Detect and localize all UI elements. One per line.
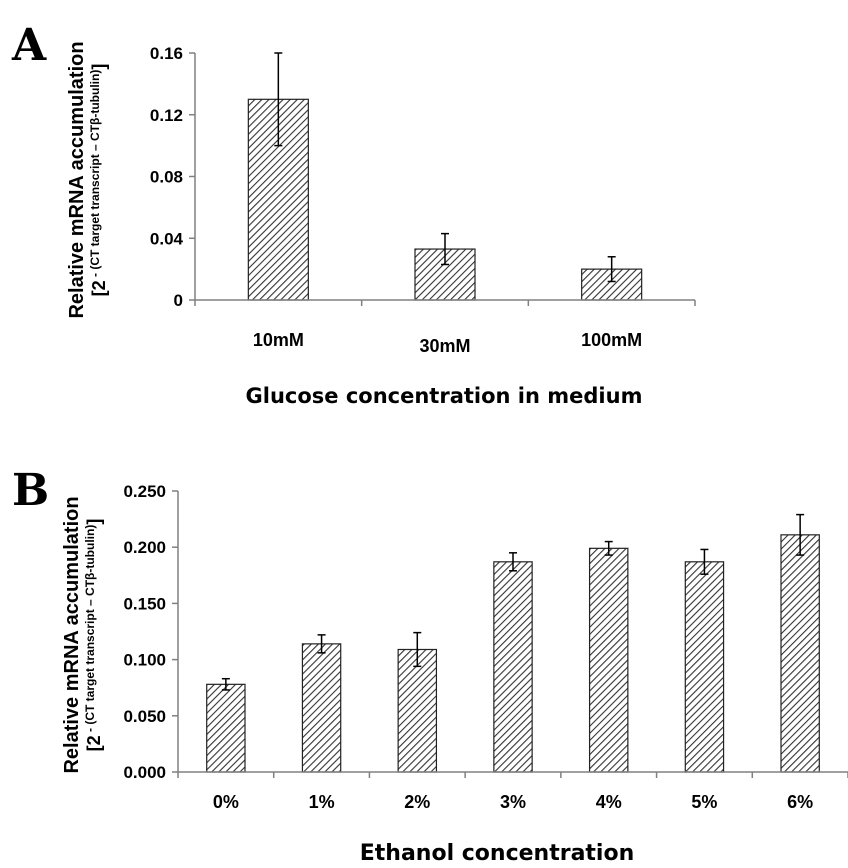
b-bar-2% — [397, 648, 438, 773]
panel-a-y-axis-label: Relative mRNA accumulation — [66, 41, 88, 318]
a-y-tick-label: 0.04 — [150, 229, 184, 248]
panel-b: B 0.000 0.050 0.100 0.150 0.200 0.250 0% 1% 2% 3… — [12, 465, 848, 866]
b-error-bar-0% — [221, 677, 230, 691]
b-error-bar-1% — [317, 634, 326, 654]
panel-b-letter: B — [12, 465, 49, 516]
b-error-bar-2% — [413, 631, 422, 668]
b-category-label: 2% — [404, 792, 430, 812]
a-y-tick-label: 0.12 — [150, 106, 183, 125]
b-category-label: 0% — [213, 792, 239, 812]
b-y-tick-label: 0.050 — [123, 707, 166, 726]
b-category-label: 4% — [596, 792, 622, 812]
a-category-label: 100mM — [581, 330, 642, 350]
b-error-bar-5% — [700, 548, 709, 575]
panel-a-y-axis-sublabel: [2 - (CT target transcript – CTβ-tubulin… — [88, 64, 109, 297]
panel-b-y-axis-sublabel: [2 - (CT target transcript – CTβ-tubulin… — [83, 519, 104, 752]
panel-b-y-axis-label: Relative mRNA accumulation — [61, 496, 83, 773]
b-y-tick-label: 0.150 — [123, 594, 166, 613]
b-y-tick-label: 0.100 — [123, 651, 166, 670]
a-category-label: 30mM — [419, 336, 470, 356]
panel-a-x-axis-label: Glucose concentration in medium — [246, 384, 643, 408]
panel-a-letter: A — [11, 20, 47, 71]
b-bar-3% — [493, 561, 533, 773]
a-y-tick-label: 0.16 — [150, 44, 183, 63]
b-bar-0% — [206, 683, 246, 773]
b-error-bar-6% — [796, 513, 805, 556]
b-category-label: 5% — [691, 792, 717, 812]
a-error-bar-30mM — [441, 232, 449, 266]
a-category-label: 10mM — [253, 330, 304, 350]
b-bar-4% — [588, 547, 629, 773]
b-bar-5% — [684, 561, 725, 773]
panel-a: A 0 0.04 0.08 0.12 0.16 10mM 30mM 100mM Glucos… — [11, 20, 696, 408]
b-category-label: 3% — [500, 792, 526, 812]
b-bar-6% — [780, 534, 820, 773]
b-bar-1% — [301, 643, 342, 773]
panel-b-x-axis-label: Ethanol concentration — [360, 841, 635, 866]
a-error-bar-10mM — [274, 52, 283, 147]
a-error-bar-100mM — [607, 256, 616, 283]
b-y-tick-label: 0.200 — [123, 538, 166, 557]
b-category-label: 1% — [309, 792, 335, 812]
b-category-label: 6% — [787, 792, 813, 812]
b-y-tick-label: 0.250 — [123, 482, 166, 501]
b-error-bar-3% — [509, 552, 517, 572]
a-y-tick-label: 0 — [174, 291, 183, 310]
a-y-tick-label: 0.08 — [150, 168, 183, 187]
b-y-tick-label: 0.000 — [123, 763, 166, 782]
b-error-bar-4% — [604, 540, 613, 556]
